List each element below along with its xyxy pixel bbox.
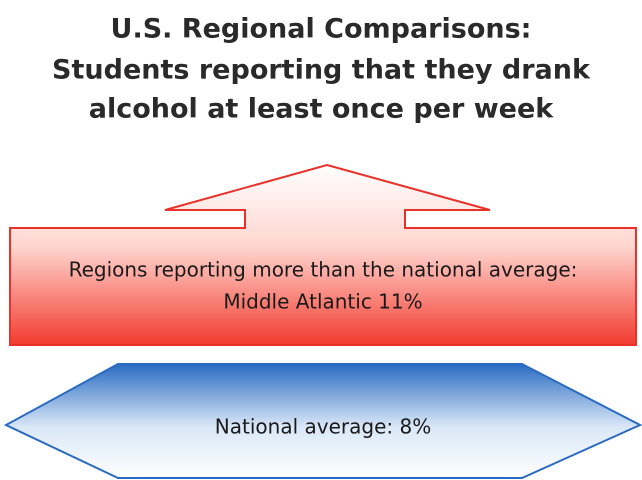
up-arrow-box	[9, 163, 637, 346]
national-hexagon	[3, 363, 642, 479]
title-line: U.S. Regional Comparisons:	[111, 14, 532, 45]
lower-text: National average: 8%	[215, 415, 431, 439]
title-line: alcohol at least once per week	[89, 94, 555, 125]
title-line: Students reporting that they drank	[52, 55, 591, 86]
upper-text: Middle Atlantic 11%	[223, 290, 422, 314]
upper-text: Regions reporting more than the national…	[69, 258, 578, 282]
